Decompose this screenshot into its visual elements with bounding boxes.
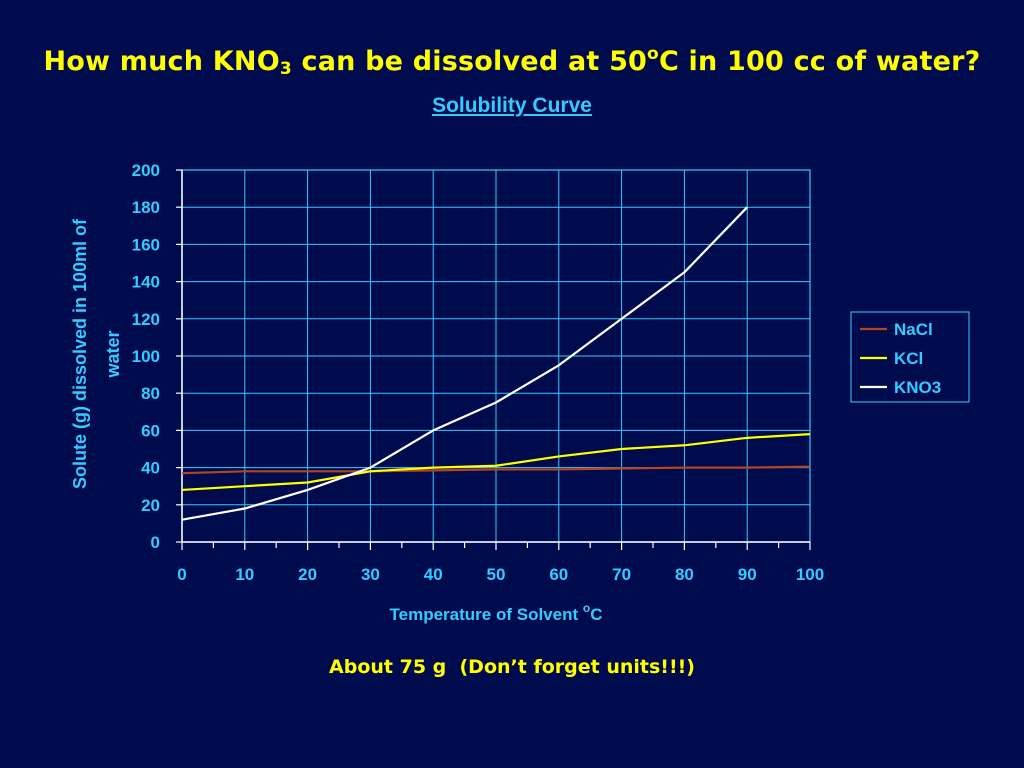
series-lines bbox=[181, 206, 811, 521]
legend-box bbox=[850, 311, 970, 403]
x-tick-label: 90 bbox=[738, 565, 757, 584]
series-line-kcl bbox=[181, 433, 811, 492]
x-tick-label: 60 bbox=[549, 565, 568, 584]
series-line-kno3 bbox=[181, 206, 748, 521]
axis-labels: Temperature of Solvent oC Solute (g) diss… bbox=[70, 218, 602, 624]
x-tick-label: 20 bbox=[298, 565, 317, 584]
chart-axes bbox=[176, 169, 811, 550]
y-tick-label: 160 bbox=[132, 235, 160, 254]
y-tick-label: 120 bbox=[132, 310, 160, 329]
series-line-nacl bbox=[181, 465, 811, 475]
x-axis-label: Temperature of Solvent oC bbox=[390, 601, 603, 624]
question-suffix: C in 100 cc of water? bbox=[658, 46, 981, 77]
legend: NaCl KCl KNO3 bbox=[850, 311, 970, 403]
legend-label-kno3: KNO3 bbox=[894, 378, 941, 397]
answer-text: About 75 g (Don’t forget units!!!) bbox=[329, 656, 695, 678]
y-tick-label: 200 bbox=[132, 161, 160, 180]
legend-label-nacl: NaCl bbox=[894, 320, 933, 339]
y-tick-label: 0 bbox=[151, 533, 160, 552]
question-prefix: How much KNO bbox=[43, 46, 280, 77]
x-tick-label: 30 bbox=[361, 565, 380, 584]
x-tick-label: 80 bbox=[675, 565, 694, 584]
tick-labels: 0 20 40 60 80 100 120 140 160 180 200 0 10 20 30 40 50 60… bbox=[132, 161, 825, 584]
question-heading: How much KNO3 can be dissolved at 50oC i… bbox=[0, 44, 1024, 79]
x-tick-label: 0 bbox=[177, 565, 186, 584]
y-tick-label: 40 bbox=[141, 459, 160, 478]
x-tick-label: 70 bbox=[612, 565, 631, 584]
legend-label-kcl: KCl bbox=[894, 349, 923, 368]
y-tick-label: 80 bbox=[141, 384, 160, 403]
x-tick-label: 40 bbox=[424, 565, 443, 584]
x-tick-label: 100 bbox=[796, 565, 824, 584]
question-subscript: 3 bbox=[279, 59, 292, 79]
y-tick-label: 180 bbox=[132, 198, 160, 217]
y-tick-label: 60 bbox=[141, 421, 160, 440]
x-tick-label: 50 bbox=[487, 565, 506, 584]
y-tick-label: 140 bbox=[132, 273, 160, 292]
y-axis-label: Solute (g) dissolved in 100ml of water bbox=[70, 218, 123, 489]
chart-title: Solubility Curve bbox=[432, 94, 592, 117]
y-tick-label: 100 bbox=[132, 347, 160, 366]
x-tick-label: 10 bbox=[235, 565, 254, 584]
chart-grid bbox=[181, 169, 811, 543]
question-mid: can be dissolved at 50 bbox=[291, 46, 648, 77]
question-superscript: o bbox=[647, 44, 659, 64]
y-tick-label: 20 bbox=[141, 496, 160, 515]
